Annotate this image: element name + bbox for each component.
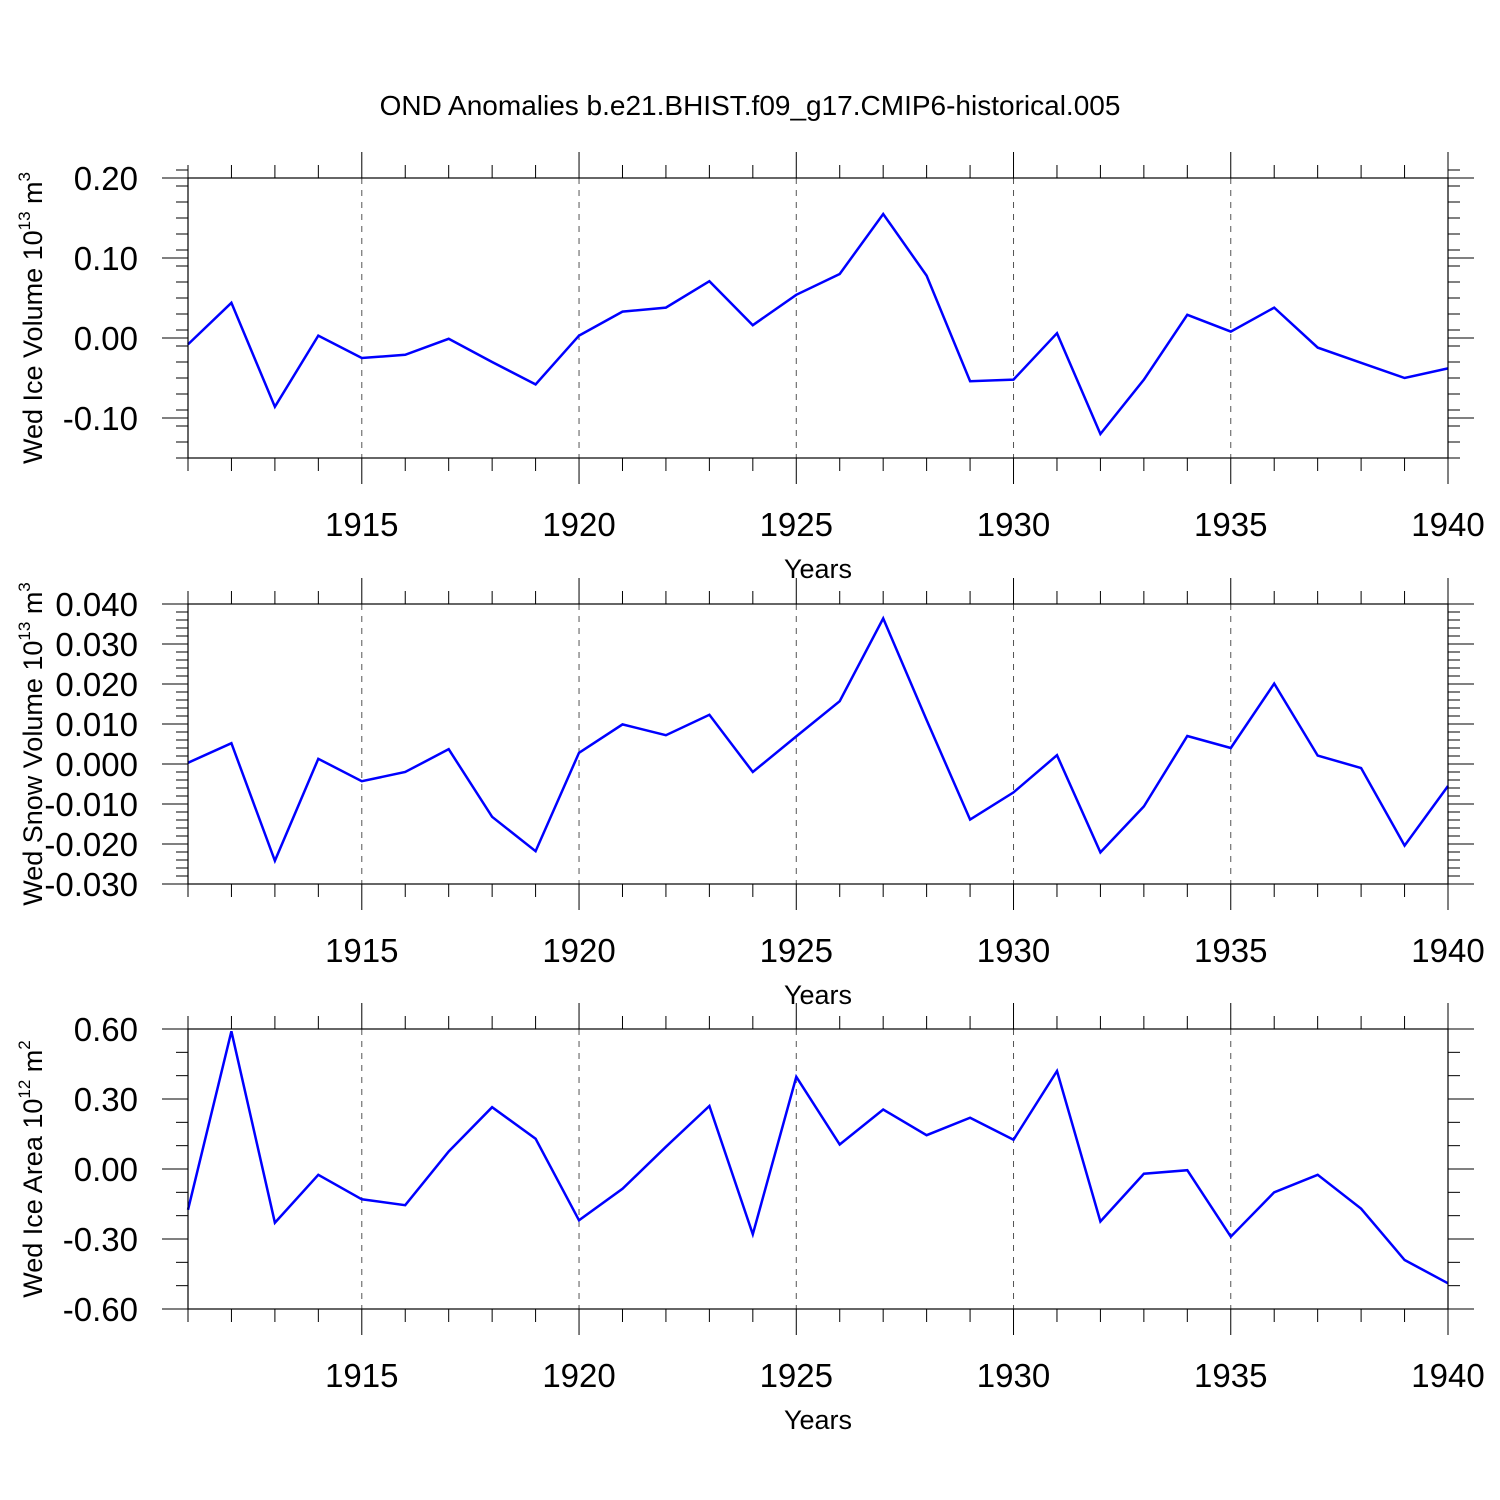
x-tick-label: 1925 <box>760 1357 833 1394</box>
y-axis-label-unit: m <box>18 592 48 622</box>
y-axis-label-exponent: 13 <box>15 211 34 230</box>
y-tick-label: 0.20 <box>74 160 138 197</box>
y-tick-label: -0.30 <box>63 1221 138 1258</box>
y-tick-label: 0.010 <box>55 706 138 743</box>
x-axis-label: Years <box>784 554 852 584</box>
x-tick-label: 1940 <box>1411 932 1484 969</box>
series-line <box>186 1031 1449 1285</box>
y-tick-label: -0.020 <box>44 826 138 863</box>
plot-frame <box>187 603 1449 885</box>
y-axis-label: Wed Ice Area 1012 m2 <box>15 1040 48 1298</box>
x-tick-label: 1915 <box>325 506 398 543</box>
plot-frame <box>187 1028 1449 1310</box>
series-line <box>187 211 1449 437</box>
y-axis-label-text: Wed Ice Volume 10 <box>18 230 48 464</box>
y-axis-label-exponent: 13 <box>15 622 34 641</box>
y-tick-label: 0.030 <box>55 626 138 663</box>
x-tick-label: 1940 <box>1411 506 1484 543</box>
y-tick-label: 0.020 <box>55 666 138 703</box>
x-tick-label: 1930 <box>977 932 1050 969</box>
y-axis-label-unit-exponent: 3 <box>15 582 34 591</box>
y-tick-label: -0.010 <box>44 786 138 823</box>
y-tick-label: 0.040 <box>55 586 138 623</box>
panels: -0.10 0.00 0.10 0.20 1915 1920 1925 1930 1935 194… <box>15 152 1485 1435</box>
x-tick-label: 1935 <box>1194 932 1267 969</box>
y-axis-label-text: Wed Snow Volume 10 <box>18 641 48 906</box>
x-tick-label: 1930 <box>977 1357 1050 1394</box>
y-tick-label: -0.030 <box>44 866 138 903</box>
x-tick-label: 1925 <box>760 932 833 969</box>
y-axis-label-unit-exponent: 3 <box>15 172 34 181</box>
y-tick-label: -0.60 <box>63 1291 138 1328</box>
x-tick-label: 1920 <box>542 1357 615 1394</box>
y-tick-label: 0.60 <box>74 1011 138 1048</box>
y-axis-label-unit: m <box>18 181 48 211</box>
y-tick-label: 0.30 <box>74 1081 138 1118</box>
x-tick-label: 1940 <box>1411 1357 1484 1394</box>
y-tick-label: -0.10 <box>63 400 138 437</box>
x-tick-label: 1935 <box>1194 1357 1267 1394</box>
y-tick-label: 0.10 <box>74 240 138 277</box>
y-axis-label-unit-exponent: 2 <box>15 1040 34 1049</box>
plot-frame <box>187 177 1449 459</box>
x-tick-label: 1920 <box>542 932 615 969</box>
series-line <box>187 615 1450 865</box>
y-axis-label-text: Wed Ice Area 10 <box>18 1099 48 1298</box>
y-axis-label: Wed Ice Volume 1013 m3 <box>15 172 48 464</box>
panel-2: -0.030-0.020-0.0100.0000.0100.0200.0300.… <box>15 578 1485 1010</box>
x-tick-label: 1935 <box>1194 506 1267 543</box>
x-tick-label: 1925 <box>760 506 833 543</box>
y-tick-label: 0.000 <box>55 746 138 783</box>
x-tick-label: 1920 <box>542 506 615 543</box>
y-tick-label: 0.00 <box>74 320 138 357</box>
x-axis-label: Years <box>784 1405 852 1435</box>
x-tick-label: 1915 <box>325 1357 398 1394</box>
panel-1: -0.10 0.00 0.10 0.20 1915 1920 1925 1930 1935 194… <box>15 152 1485 584</box>
y-axis-label-unit: m <box>18 1050 48 1080</box>
y-axis-label-exponent: 12 <box>15 1080 34 1099</box>
figure-title: OND Anomalies b.e21.BHIST.f09_g17.CMIP6-… <box>380 90 1121 121</box>
panel-3: -0.60 -0.30 0.00 0.30 0.60 1915 1920 1925 1930 19… <box>15 1003 1485 1435</box>
y-tick-label: 0.00 <box>74 1151 138 1188</box>
x-tick-label: 1930 <box>977 506 1050 543</box>
y-axis-label: Wed Snow Volume 1013 m3 <box>15 582 48 906</box>
x-tick-label: 1915 <box>325 932 398 969</box>
x-axis-label: Years <box>784 980 852 1010</box>
